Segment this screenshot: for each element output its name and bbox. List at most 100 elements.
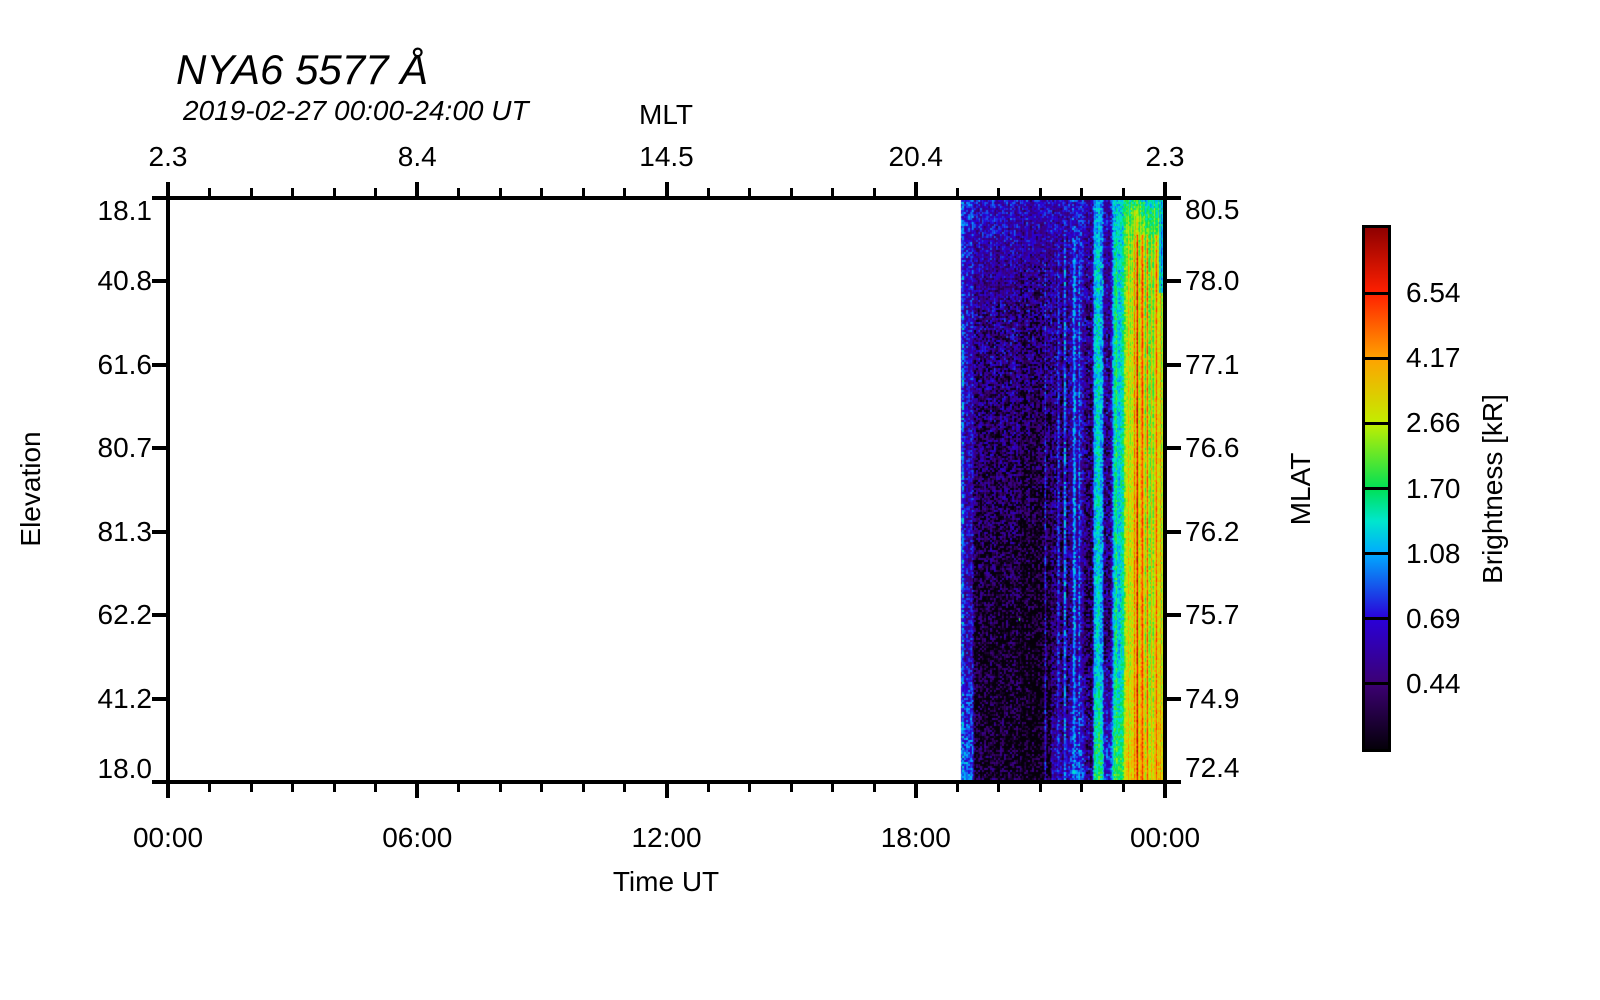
left-tick-label: 61.6: [97, 348, 153, 380]
top-tick: [581, 188, 585, 196]
left-tick: [152, 362, 166, 367]
right-tick: [1167, 196, 1181, 200]
bottom-tick: [955, 784, 959, 792]
bottom-tick: [623, 784, 627, 792]
colorbar-tick-label: 1.08: [1406, 537, 1461, 569]
top-tick: [748, 188, 752, 196]
bottom-tick: [1038, 784, 1042, 792]
plot-frame: [166, 196, 1167, 784]
top-tick: [332, 188, 336, 196]
top-tick: [540, 188, 544, 196]
bottom-tick: [872, 784, 876, 792]
bottom-tick: [1163, 784, 1167, 798]
top-tick: [498, 188, 502, 196]
left-tick: [152, 279, 166, 284]
colorbar-tick-label: 1.70: [1406, 472, 1461, 504]
bottom-tick: [789, 784, 793, 792]
bottom-tick-label: 12:00: [631, 822, 702, 853]
top-tick: [1080, 188, 1084, 196]
top-tick: [789, 188, 793, 196]
left-tick-label: 81.3: [97, 515, 153, 547]
top-tick: [1121, 188, 1125, 196]
left-tick: [152, 529, 166, 534]
bottom-tick: [166, 784, 170, 798]
plot-title: NYA6 5577 Å: [176, 46, 429, 93]
left-tick: [152, 446, 166, 451]
colorbar-divider: [1365, 291, 1388, 295]
right-axis-title: MLAT: [1285, 452, 1316, 526]
right-tick-label: 76.2: [1185, 515, 1240, 547]
bottom-tick: [831, 784, 835, 792]
left-tick: [152, 696, 166, 701]
colorbar-tick-label: 0.69: [1406, 602, 1461, 634]
right-tick-label: 80.5: [1185, 194, 1240, 225]
left-tick-label: 80.7: [97, 432, 153, 464]
top-tick: [374, 188, 378, 196]
top-axis-title: MLT: [639, 99, 693, 130]
top-tick: [706, 188, 710, 196]
bottom-tick-label: 00:00: [132, 822, 204, 853]
top-tick-label: 2.3: [1145, 141, 1185, 172]
top-tick: [831, 188, 835, 196]
bottom-tick: [1080, 784, 1084, 792]
colorbar-divider: [1365, 421, 1388, 425]
left-tick: [152, 780, 166, 784]
right-tick-label: 77.1: [1185, 348, 1240, 380]
right-tick: [1167, 613, 1181, 618]
bottom-tick: [457, 784, 461, 792]
bottom-tick-label: 18:00: [880, 822, 951, 853]
bottom-tick: [664, 784, 669, 798]
right-tick-label: 75.7: [1185, 599, 1240, 631]
right-tick: [1167, 780, 1181, 784]
left-tick-label: 40.8: [97, 265, 153, 297]
bottom-tick: [291, 784, 295, 792]
top-tick: [457, 188, 461, 196]
left-tick-label: 18.1: [97, 195, 153, 226]
bottom-tick: [997, 784, 1001, 792]
bottom-tick-label: 00:00: [1129, 822, 1201, 853]
right-tick: [1167, 279, 1181, 284]
bottom-tick: [706, 784, 710, 792]
top-tick: [913, 182, 918, 196]
top-tick: [1163, 182, 1167, 196]
bottom-tick: [581, 784, 585, 792]
colorbar-divider: [1365, 356, 1388, 360]
left-tick-label: 41.2: [97, 682, 153, 714]
top-tick: [623, 188, 627, 196]
top-tick: [415, 182, 420, 196]
colorbar-tick-label: 0.44: [1406, 667, 1461, 699]
top-tick-label: 8.4: [397, 141, 437, 172]
top-tick: [872, 188, 876, 196]
plot-subtitle: 2019-02-27 00:00-24:00 UT: [183, 95, 529, 126]
bottom-axis-title: Time UT: [612, 866, 720, 897]
keogram-canvas: [170, 200, 1163, 780]
left-tick-label: 62.2: [97, 599, 153, 631]
bottom-tick: [332, 784, 336, 792]
top-tick: [291, 188, 295, 196]
colorbar-divider: [1365, 487, 1388, 490]
bottom-tick: [249, 784, 253, 792]
bottom-tick: [415, 784, 420, 798]
colorbar-divider: [1365, 552, 1388, 556]
left-axis-title: Elevation: [15, 431, 46, 547]
right-tick: [1167, 696, 1181, 701]
top-tick: [997, 188, 1001, 196]
right-tick-label: 76.6: [1185, 432, 1240, 464]
right-tick: [1167, 446, 1181, 451]
left-tick: [152, 196, 166, 200]
colorbar-title: Brightness [kR]: [1477, 394, 1508, 584]
bottom-tick-label: 06:00: [382, 822, 453, 853]
right-tick-label: 72.4: [1185, 752, 1240, 783]
top-tick: [1038, 188, 1042, 196]
colorbar-tick-label: 4.17: [1406, 342, 1461, 374]
colorbar-tick-label: 2.66: [1406, 407, 1461, 439]
right-tick: [1167, 362, 1181, 367]
right-tick-label: 74.9: [1185, 682, 1240, 714]
top-tick: [208, 188, 212, 196]
colorbar-divider: [1365, 617, 1388, 621]
top-tick: [955, 188, 959, 196]
colorbar-divider: [1365, 682, 1388, 686]
bottom-tick: [748, 784, 752, 792]
top-tick: [249, 188, 253, 196]
